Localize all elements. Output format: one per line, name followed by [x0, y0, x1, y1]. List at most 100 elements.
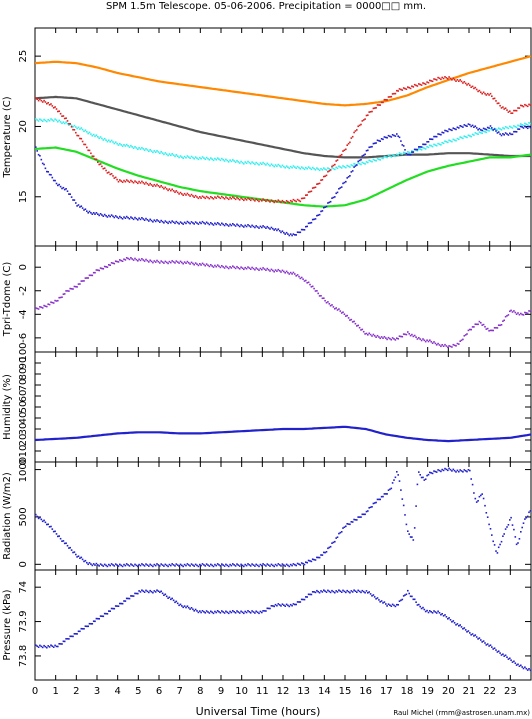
x-tick-label: 13: [297, 686, 310, 697]
data-point: [178, 565, 180, 567]
data-point: [525, 126, 528, 129]
data-point: [149, 589, 151, 592]
data-point: [362, 154, 365, 156]
data-point: [227, 198, 230, 201]
data-point: [73, 551, 76, 553]
data-point: [190, 193, 193, 196]
data-point: [311, 591, 314, 593]
data-point: [143, 260, 146, 262]
data-point: [475, 501, 478, 503]
data-point: [119, 259, 121, 261]
data-point: [77, 204, 80, 206]
data-point: [383, 601, 386, 603]
data-point: [190, 607, 193, 609]
data-point: [367, 114, 369, 116]
data-point: [387, 154, 390, 157]
data-point: [121, 565, 124, 568]
data-point: [66, 544, 69, 547]
data-point: [194, 156, 197, 158]
data-point: [167, 597, 169, 599]
data-point: [36, 645, 38, 647]
data-point: [291, 200, 293, 203]
data-point: [185, 606, 187, 609]
data-point: [255, 225, 257, 227]
data-point: [280, 271, 282, 273]
data-point: [371, 506, 373, 508]
data-point: [283, 604, 285, 606]
data-point: [249, 565, 252, 567]
data-point: [386, 605, 388, 607]
data-point: [305, 596, 307, 598]
data-point: [372, 594, 375, 596]
data-point: [470, 478, 472, 480]
data-point: [65, 121, 67, 124]
data-point: [52, 302, 55, 304]
data-point: [62, 540, 65, 542]
data-point: [429, 79, 431, 82]
data-point: [135, 564, 138, 567]
data-point: [153, 219, 156, 221]
data-point: [525, 123, 528, 125]
data-point: [214, 196, 216, 198]
data-point: [448, 345, 450, 347]
data-point: [320, 167, 322, 170]
data-point: [353, 131, 355, 134]
data-point: [356, 129, 358, 131]
data-point: [408, 151, 410, 154]
data-point: [442, 77, 445, 80]
data-point: [114, 176, 117, 179]
data-point: [241, 564, 244, 567]
data-point: [159, 565, 161, 567]
data-point: [376, 334, 379, 337]
data-point: [98, 618, 100, 620]
data-point: [471, 326, 474, 328]
data-point: [163, 187, 165, 190]
y-tick-label: 20: [18, 120, 29, 133]
data-point: [58, 119, 60, 122]
data-point: [466, 631, 468, 633]
data-point: [480, 129, 482, 131]
data-point: [511, 311, 514, 313]
data-point: [405, 152, 408, 155]
y-axis-label: Humidity (%): [2, 374, 13, 440]
data-point: [152, 151, 154, 154]
data-point: [105, 169, 107, 172]
data-point: [444, 467, 446, 470]
data-point: [496, 129, 499, 131]
data-point: [272, 164, 274, 167]
data-point: [372, 142, 375, 145]
data-point: [368, 146, 370, 149]
data-point: [314, 559, 317, 561]
data-point: [365, 332, 368, 335]
data-point: [471, 483, 474, 486]
data-point: [61, 643, 63, 645]
data-point: [496, 327, 499, 329]
data-point: [289, 563, 292, 566]
data-point: [528, 310, 530, 312]
data-point: [190, 261, 193, 264]
data-point: [62, 121, 65, 123]
data-point: [175, 190, 178, 192]
data-point: [265, 227, 267, 229]
data-point: [513, 109, 515, 112]
data-point: [238, 565, 241, 567]
data-point: [165, 153, 168, 155]
data-point: [285, 165, 288, 167]
data-point: [59, 537, 62, 540]
data-point: [277, 163, 280, 166]
data-point: [277, 563, 280, 565]
data-point: [84, 277, 87, 279]
data-point: [192, 608, 194, 611]
data-point: [142, 564, 145, 566]
data-point: [305, 279, 307, 282]
data-point: [324, 551, 326, 554]
data-point: [285, 270, 288, 273]
data-point: [437, 610, 439, 613]
data-point: [128, 146, 131, 148]
data-point: [500, 324, 503, 326]
data-point: [57, 184, 59, 187]
data-point: [39, 155, 41, 157]
data-point: [61, 187, 63, 190]
data-point: [449, 77, 452, 80]
